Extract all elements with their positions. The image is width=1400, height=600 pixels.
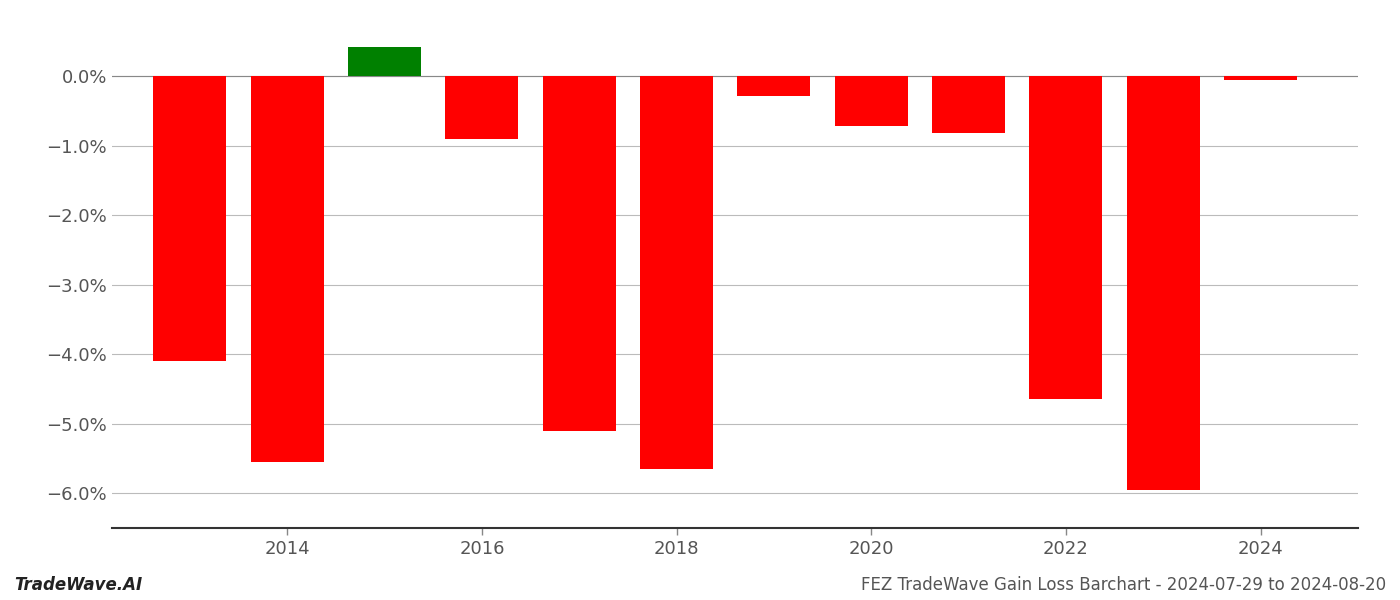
Bar [932, 76, 1005, 133]
Text: TradeWave.AI: TradeWave.AI [14, 576, 143, 594]
Bar [154, 76, 227, 361]
Text: FEZ TradeWave Gain Loss Barchart - 2024-07-29 to 2024-08-20: FEZ TradeWave Gain Loss Barchart - 2024-… [861, 576, 1386, 594]
Bar [640, 76, 713, 469]
Bar [251, 76, 323, 462]
Bar [445, 76, 518, 139]
Bar [1029, 76, 1102, 400]
Bar [543, 76, 616, 431]
Bar [834, 76, 907, 126]
Bar [1224, 76, 1298, 80]
Bar [1127, 76, 1200, 490]
Bar [349, 47, 421, 76]
Bar [738, 76, 811, 95]
